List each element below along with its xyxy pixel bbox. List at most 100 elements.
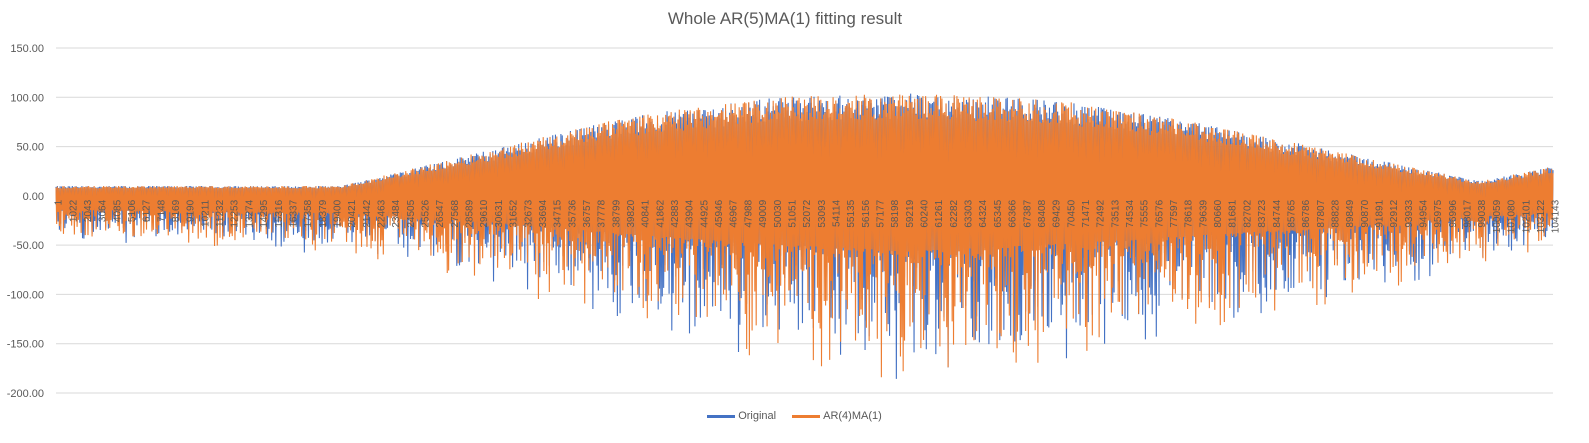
x-tick-label: 36757 [582,199,593,227]
x-tick-label: 30631 [494,199,505,227]
x-tick-label: 3064 [98,199,109,222]
x-tick-label: 92912 [1389,199,1400,227]
x-tick-label: 10211 [200,199,211,227]
x-tick-label: 98017 [1463,199,1474,227]
y-tick-label: 150.00 [10,43,44,55]
legend-label-original: Original [738,410,777,422]
x-tick-label: 44925 [699,199,710,227]
x-tick-label: 6127 [142,199,153,222]
x-tick-label: 50030 [773,199,784,227]
x-tick-label: 33694 [538,199,549,227]
x-tick-label: 52072 [802,199,813,227]
x-tick-label: 75555 [1140,199,1151,227]
x-tick-label: 56156 [861,199,872,227]
x-tick-label: 43904 [685,199,696,227]
x-tick-label: 14295 [259,199,270,227]
x-tick-label: 51051 [787,199,798,227]
x-tick-label: 90870 [1360,199,1371,227]
x-tick-label: 74534 [1125,199,1136,227]
x-tick-label: 4085 [112,199,123,222]
x-tick-label: 93933 [1404,199,1415,227]
x-tick-label: 73513 [1110,199,1121,227]
x-tick-label: 103122 [1536,199,1547,233]
x-tick-label: 80660 [1213,199,1224,227]
x-tick-label: 62282 [949,199,960,227]
x-tick-label: 49009 [758,199,769,227]
x-tick-label: 5106 [127,199,138,222]
x-tick-label: 102101 [1521,199,1532,233]
x-tick-label: 94954 [1419,199,1430,227]
x-tick-label: 27568 [450,199,461,227]
x-tick-label: 71471 [1081,199,1092,227]
legend: Original AR(4)MA(1) [0,410,1589,422]
legend-swatch-original [707,414,736,418]
x-tick-label: 11232 [215,199,226,227]
x-tick-label: 69429 [1052,199,1063,227]
x-tick-label: 86786 [1301,199,1312,227]
x-tick-label: 31652 [509,199,520,227]
x-tick-label: 96996 [1448,199,1459,227]
x-tick-label: 104143 [1551,199,1562,233]
y-tick-label: -150.00 [7,339,44,351]
x-tick-label: 2043 [83,199,94,222]
x-tick-label: 38799 [611,199,622,227]
x-tick-label: 87807 [1316,199,1327,227]
x-tick-label: 37778 [597,199,608,227]
x-tick-label: 83723 [1257,199,1268,227]
x-tick-label: 42883 [670,199,681,227]
x-tick-label: 100059 [1492,199,1503,233]
x-tick-label: 16337 [288,199,299,227]
x-tick-label: 20421 [347,199,358,227]
x-tick-label: 63303 [964,199,975,227]
x-tick-label: 32673 [523,199,534,227]
x-tick-label: 40841 [641,199,652,227]
x-tick-label: 77597 [1169,199,1180,227]
x-tick-label: 55135 [846,199,857,227]
x-tick-label: 53093 [817,199,828,227]
x-tick-label: 65345 [993,199,1004,227]
y-tick-label: 50.00 [16,142,44,154]
x-tick-label: 67387 [1022,199,1033,227]
y-tick-label: -100.00 [7,289,44,301]
x-tick-label: 19400 [332,199,343,227]
legend-item-ar4ma1[interactable]: AR(4)MA(1) [792,410,882,422]
x-tick-label: 81681 [1228,199,1239,227]
legend-label-ar4ma1: AR(4)MA(1) [823,410,882,422]
x-tick-label: 28589 [465,199,476,227]
x-tick-label: 101080 [1507,199,1518,233]
y-tick-label: -50.00 [13,240,44,252]
x-tick-label: 35736 [567,199,578,227]
x-tick-label: 91891 [1375,199,1386,227]
x-tick-label: 64324 [978,199,989,227]
x-tick-label: 13274 [244,199,255,227]
x-tick-label: 15316 [274,199,285,227]
x-tick-label: 17358 [303,199,314,227]
x-tick-label: 76576 [1154,199,1165,227]
x-tick-label: 39820 [626,199,637,227]
y-tick-label: -200.00 [7,388,44,400]
x-tick-label: 25526 [421,199,432,227]
x-tick-label: 18379 [318,199,329,227]
x-tick-label: 61261 [934,199,945,227]
x-tick-label: 8169 [171,199,182,222]
x-tick-label: 82702 [1242,199,1253,227]
legend-item-original[interactable]: Original [707,410,776,422]
x-tick-label: 46967 [729,199,740,227]
x-tick-label: 29610 [479,199,490,227]
x-tick-label: 89849 [1345,199,1356,227]
x-tick-label: 58198 [890,199,901,227]
y-tick-label: 0.00 [23,191,44,203]
x-tick-label: 9190 [186,199,197,222]
x-tick-label: 26547 [435,199,446,227]
x-tick-label: 95975 [1433,199,1444,227]
x-tick-label: 1022 [68,199,79,222]
legend-swatch-ar4ma1 [792,414,821,418]
x-tick-label: 99038 [1477,199,1488,227]
x-tick-label: 23484 [391,199,402,227]
x-tick-label: 72492 [1096,199,1107,227]
y-tick-label: 100.00 [10,92,44,104]
x-tick-label: 7148 [156,199,167,222]
x-tick-label: 85765 [1286,199,1297,227]
x-tick-label: 57177 [876,199,887,227]
